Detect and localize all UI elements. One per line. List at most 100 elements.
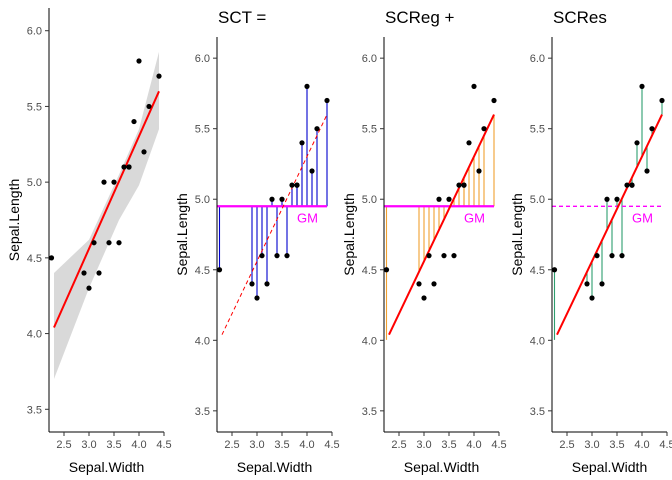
data-point	[101, 179, 107, 185]
y-tick-label: 5.0	[27, 177, 42, 189]
data-point	[619, 253, 625, 259]
y-tick-label: 4.0	[530, 335, 545, 347]
data-point	[604, 196, 610, 202]
data-point	[649, 126, 655, 132]
data-point	[416, 281, 422, 287]
data-point	[131, 118, 137, 125]
grand-mean-label: GM	[297, 210, 318, 225]
x-tick-label: 4.0	[299, 439, 314, 451]
regression-line	[556, 114, 663, 336]
data-point	[431, 281, 437, 287]
confidence-band	[54, 51, 159, 380]
y-tick-label: 4.0	[27, 329, 42, 341]
data-point	[91, 240, 97, 246]
data-point	[383, 267, 390, 273]
data-point	[614, 196, 620, 202]
data-point	[481, 126, 487, 132]
x-tick-label: 3.0	[416, 439, 431, 451]
data-point	[136, 58, 142, 64]
x-tick-label: 3.0	[584, 439, 599, 451]
data-point	[421, 295, 427, 301]
data-point	[48, 255, 55, 261]
data-point	[81, 270, 87, 276]
x-tick-label: 2.5	[56, 439, 71, 451]
data-point	[441, 253, 447, 259]
data-point	[314, 126, 320, 132]
data-point	[584, 281, 590, 287]
panel-3: SCReg + GM 3.5 4.0 4.5 5.0 5.5 6.0 2.5 3.0 3.5 4.0 4…	[341, 8, 507, 475]
data-point	[264, 281, 270, 287]
data-point	[86, 285, 92, 291]
data-point	[491, 97, 497, 104]
y-tick-label: 5.0	[362, 194, 377, 206]
y-tick-label: 5.5	[195, 124, 210, 136]
data-point	[634, 140, 640, 146]
x-tick-label: 4.0	[634, 439, 649, 451]
x-tick-label: 4.5	[659, 439, 672, 451]
data-point	[254, 295, 260, 301]
data-point	[249, 281, 255, 287]
data-point	[259, 253, 265, 259]
data-point	[279, 196, 285, 202]
data-point	[274, 253, 280, 259]
data-point	[456, 182, 462, 188]
data-point	[446, 196, 452, 202]
data-point	[639, 83, 645, 89]
x-axis-label: Sepal.Width	[237, 459, 312, 475]
x-tick-label: 3.5	[274, 439, 289, 451]
grand-mean-label: GM	[464, 210, 485, 225]
y-axis-label: Sepal.Length	[6, 179, 22, 262]
x-tick-label: 4.0	[131, 439, 146, 451]
y-axis-label: Sepal.Length	[174, 193, 190, 276]
x-tick-label: 4.5	[324, 439, 339, 451]
x-tick-label: 3.5	[609, 439, 624, 451]
data-point	[471, 83, 477, 89]
x-axis-label: Sepal.Width	[69, 459, 144, 475]
data-point	[111, 179, 117, 185]
y-tick-label: 5.0	[530, 194, 545, 206]
panel-1: 3.5 4.0 4.5 5.0 5.5 6.0 2.5 3.0 3.5 4.0 4.5 Sepal.W…	[6, 8, 172, 475]
regression-line	[53, 90, 160, 328]
data-point	[294, 182, 300, 188]
y-tick-label: 5.5	[27, 101, 42, 113]
regression-line	[221, 114, 328, 335]
y-tick-label: 4.0	[362, 335, 377, 347]
data-point	[309, 168, 315, 174]
data-point	[629, 182, 635, 188]
data-point	[284, 253, 290, 259]
x-tick-label: 4.5	[156, 439, 171, 451]
x-axis-label: Sepal.Width	[572, 459, 647, 475]
y-tick-label: 4.0	[195, 335, 210, 347]
x-tick-label: 3.0	[81, 439, 96, 451]
data-point	[644, 168, 650, 174]
data-point	[609, 253, 615, 259]
data-point	[426, 253, 432, 259]
x-tick-label: 3.5	[441, 439, 456, 451]
data-point	[216, 267, 223, 273]
data-point	[299, 140, 305, 146]
data-point	[436, 196, 442, 202]
y-tick-label: 3.5	[27, 404, 42, 416]
data-point	[466, 140, 472, 146]
x-tick-label: 2.5	[391, 439, 406, 451]
y-tick-label: 6.0	[27, 26, 42, 38]
y-axis-label: Sepal.Length	[341, 193, 357, 276]
y-tick-label: 5.5	[530, 124, 545, 136]
data-point	[269, 196, 275, 202]
data-point	[451, 253, 457, 259]
data-point	[289, 182, 295, 188]
x-axis-label: Sepal.Width	[404, 459, 479, 475]
data-point	[121, 164, 127, 170]
data-point	[594, 253, 600, 259]
y-tick-label: 5.5	[362, 124, 377, 136]
data-point	[624, 182, 630, 188]
data-point	[126, 164, 132, 170]
grand-mean-label: GM	[632, 210, 653, 225]
panel-4: SCRes GM 3.5 4.0 4.5 5.0 5.5 6.0 2.5 3.0 3.5 4.0 4.5…	[509, 8, 672, 475]
y-tick-label: 3.5	[195, 406, 210, 418]
y-tick-label: 6.0	[195, 53, 210, 65]
x-tick-label: 2.5	[559, 439, 574, 451]
y-tick-label: 4.5	[27, 253, 42, 265]
y-tick-label: 6.0	[362, 53, 377, 65]
